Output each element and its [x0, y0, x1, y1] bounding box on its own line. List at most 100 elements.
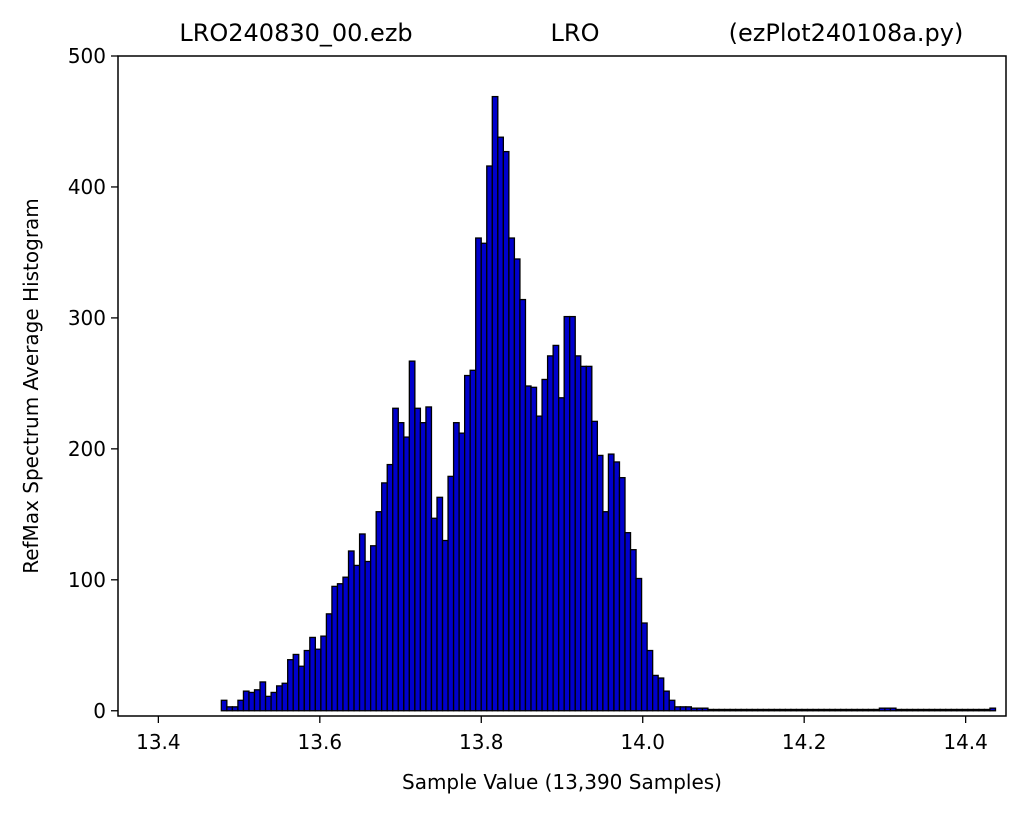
y-tick-label: 400 [68, 175, 106, 199]
x-axis-ticks: 13.4 13.6 13.8 14.0 14.2 14.4 [136, 716, 988, 754]
histogram-bar [364, 560, 372, 712]
histogram-bar [270, 691, 278, 712]
histogram-bar [751, 708, 759, 712]
histogram-bar [557, 397, 565, 712]
histogram-bar [618, 477, 626, 712]
x-tick-label: 14.2 [782, 730, 827, 754]
histogram-bar [314, 648, 322, 712]
histogram-bar [508, 237, 516, 712]
histogram-bar [856, 708, 864, 712]
histogram-bar [497, 136, 505, 712]
histogram-bar [275, 685, 283, 712]
histogram-bar [906, 708, 914, 712]
histogram-bar [441, 539, 449, 712]
histogram-bar [491, 95, 499, 712]
header-left-title: LRO240830_00.ezb [179, 19, 412, 47]
histogram-bar [873, 708, 881, 712]
histogram-bar [375, 511, 383, 712]
histogram-bar [967, 708, 975, 712]
histogram-bar [524, 385, 532, 712]
histogram-bar [596, 454, 604, 712]
histogram-bar [817, 708, 825, 712]
plot-frame [117, 55, 1007, 717]
histogram-bar [729, 708, 737, 712]
histogram-bar [674, 706, 681, 712]
histogram-bar [779, 708, 787, 712]
histogram-bar [585, 365, 593, 712]
histogram-bar [862, 708, 869, 712]
histogram-bar [768, 708, 775, 712]
histogram-bar [580, 365, 587, 712]
histogram-bar [248, 691, 256, 712]
histogram-bar [795, 708, 803, 712]
histogram-bar [740, 708, 748, 712]
y-tick-label: 300 [68, 306, 106, 330]
histogram-bar [828, 708, 836, 712]
histogram-bar [884, 707, 892, 712]
histogram-bar [430, 517, 438, 712]
histogram-bar [325, 613, 333, 712]
histogram-bar [264, 695, 272, 712]
histogram-bar [939, 708, 947, 712]
histogram-bar [574, 355, 582, 712]
histogram-bar [220, 699, 228, 712]
histogram-bar [685, 706, 693, 712]
histogram-bar [298, 665, 305, 712]
histogram-bar [535, 415, 543, 712]
histogram-bar [712, 708, 720, 712]
histogram-bar [889, 707, 897, 712]
histogram-bar [287, 659, 294, 712]
histogram-bar [292, 653, 300, 712]
histogram-bar [851, 708, 858, 712]
y-tick-label: 100 [68, 568, 106, 592]
histogram-bar [878, 707, 886, 712]
histogram-bar [895, 708, 903, 712]
histogram-bar [397, 422, 405, 712]
histogram-bar [635, 577, 643, 712]
histogram-bar [408, 360, 416, 712]
histogram-bar [945, 708, 952, 712]
histogram-bar [983, 708, 991, 712]
histogram-bar [624, 532, 632, 712]
histogram-bar [867, 708, 875, 712]
x-tick-label: 13.4 [136, 730, 181, 754]
histogram-bar [646, 649, 654, 712]
histogram-bar [419, 422, 427, 712]
histogram-bar [303, 649, 311, 712]
histogram-bars [220, 95, 997, 712]
histogram-bar [447, 475, 455, 712]
x-axis-label: Sample Value (13,390 Samples) [402, 770, 722, 794]
histogram-bar [723, 708, 731, 712]
y-tick-label: 0 [93, 699, 106, 723]
histogram-bar [386, 463, 394, 712]
histogram-bar [519, 298, 527, 712]
histogram-bar [358, 533, 366, 712]
histogram-bar [834, 708, 842, 712]
histogram-bar [934, 708, 941, 712]
y-tick-label: 500 [68, 44, 106, 68]
histogram-bar [922, 708, 930, 712]
histogram-bar [773, 708, 781, 712]
histogram-bar [486, 165, 493, 712]
y-tick-label: 200 [68, 437, 106, 461]
histogram-bar [502, 150, 510, 712]
histogram-bar [607, 453, 615, 712]
histogram-bar [972, 708, 980, 712]
histogram-bar [475, 237, 482, 712]
histogram-bar [790, 708, 798, 712]
histogram-bar [392, 407, 399, 712]
histogram-bar [469, 369, 477, 712]
histogram-bar [259, 681, 267, 712]
x-tick-label: 14.0 [620, 730, 665, 754]
histogram-bar [950, 708, 958, 712]
histogram-bar [513, 258, 521, 712]
histogram-bar [281, 682, 289, 712]
histogram-bar [784, 708, 792, 712]
histogram-bar [668, 699, 676, 712]
histogram-bar [613, 461, 621, 712]
histogram-bar [342, 576, 350, 712]
histogram-bar [812, 708, 820, 712]
histogram-bar [734, 708, 742, 712]
histogram-bar [978, 708, 986, 712]
